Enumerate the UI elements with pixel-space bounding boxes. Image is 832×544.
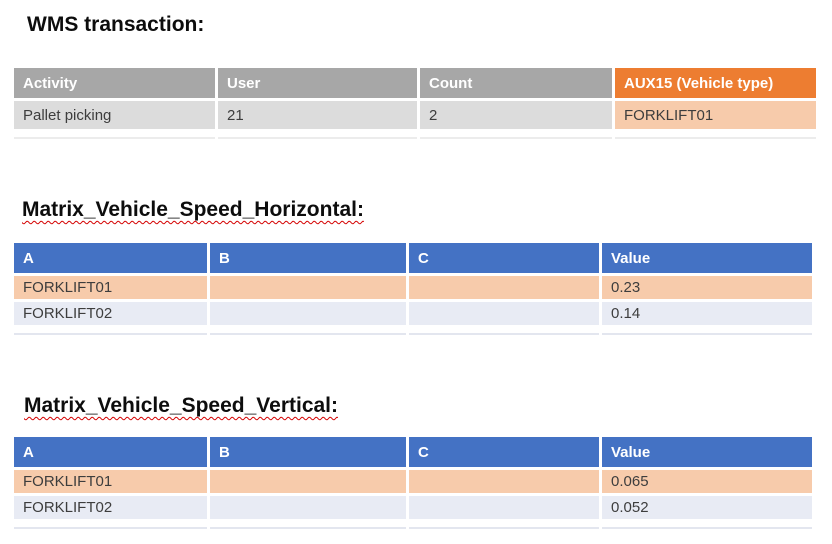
vertical-row1-cell-a: FORKLIFT01 [14, 470, 207, 493]
vertical-speed-table: A B C Value FORKLIFT01 0.065 FORKLIFT02 … [14, 437, 812, 529]
horizontal-speed-table: A B C Value FORKLIFT01 0.23 FORKLIFT02 0… [14, 243, 812, 335]
vertical-header-c: C [409, 437, 599, 467]
wms-cell-count: 2 [420, 101, 612, 129]
vertical-header-b: B [210, 437, 406, 467]
wms-cell-activity: Pallet picking [14, 101, 215, 129]
table-bottom-edge [14, 132, 215, 139]
horizontal-header-value: Value [602, 243, 812, 273]
table-bottom-edge [210, 328, 406, 335]
wms-header-activity: Activity [14, 68, 215, 98]
wms-header-count: Count [420, 68, 612, 98]
table-bottom-edge [602, 328, 812, 335]
horizontal-row1-cell-b [210, 276, 406, 299]
horizontal-row2-cell-value: 0.14 [602, 302, 812, 325]
table-bottom-edge [409, 522, 599, 529]
wms-cell-user: 21 [218, 101, 417, 129]
horizontal-row1-cell-a: FORKLIFT01 [14, 276, 207, 299]
table-bottom-edge [420, 132, 612, 139]
vertical-header-a: A [14, 437, 207, 467]
vertical-row2-cell-b [210, 496, 406, 519]
wms-cell-aux15: FORKLIFT01 [615, 101, 816, 129]
vertical-row1-cell-b [210, 470, 406, 493]
horizontal-row2-cell-b [210, 302, 406, 325]
table-bottom-edge [14, 328, 207, 335]
horizontal-row1-cell-value: 0.23 [602, 276, 812, 299]
horizontal-row2-cell-c [409, 302, 599, 325]
vertical-section-title: Matrix_Vehicle_Speed_Vertical: [24, 394, 339, 417]
table-bottom-edge [210, 522, 406, 529]
wms-header-aux15: AUX15 (Vehicle type) [615, 68, 816, 98]
vertical-row1-cell-c [409, 470, 599, 493]
horizontal-header-a: A [14, 243, 207, 273]
vertical-row2-cell-value: 0.052 [602, 496, 812, 519]
horizontal-row1-cell-c [409, 276, 599, 299]
table-bottom-edge [14, 522, 207, 529]
vertical-row1-cell-value: 0.065 [602, 470, 812, 493]
table-bottom-edge [409, 328, 599, 335]
vertical-header-value: Value [602, 437, 812, 467]
horizontal-header-c: C [409, 243, 599, 273]
table-bottom-edge [602, 522, 812, 529]
horizontal-section-title: Matrix_Vehicle_Speed_Horizontal: [22, 198, 364, 221]
vertical-row2-cell-a: FORKLIFT02 [14, 496, 207, 519]
vertical-row2-cell-c [409, 496, 599, 519]
wms-section-title: WMS transaction: [27, 13, 205, 36]
wms-header-user: User [218, 68, 417, 98]
table-bottom-edge [218, 132, 417, 139]
horizontal-row2-cell-a: FORKLIFT02 [14, 302, 207, 325]
wms-table: Activity User Count AUX15 (Vehicle type)… [14, 68, 816, 139]
horizontal-header-b: B [210, 243, 406, 273]
table-bottom-edge [615, 132, 816, 139]
